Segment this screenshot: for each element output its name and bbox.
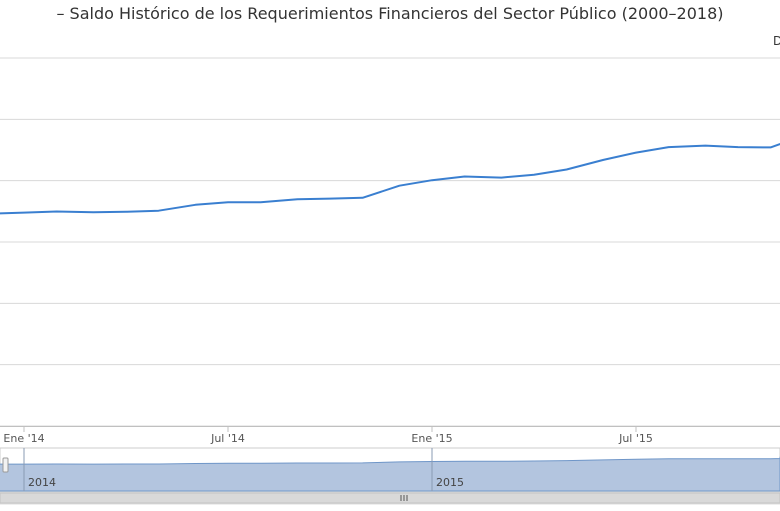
navigator-tick-label: 2015: [436, 476, 464, 489]
scrollbar: [0, 491, 780, 505]
export-menu-label[interactable]: D: [773, 34, 780, 48]
x-tick-label: Ene '15: [411, 432, 452, 445]
navigator-series-area: [0, 456, 780, 492]
navigator-tick-label: 2014: [28, 476, 56, 489]
x-tick-label: Jul '14: [210, 432, 245, 445]
chart-title: – Saldo Histórico de los Requerimientos …: [56, 4, 724, 23]
plot-area: [0, 96, 780, 215]
x-tick-label: Jul '15: [618, 432, 653, 445]
series-line[interactable]: [0, 96, 780, 215]
navigator-handle-left[interactable]: [2, 457, 9, 473]
x-tick-label: Ene '14: [3, 432, 44, 445]
gridlines: [0, 57, 780, 427]
range-navigator: 2014201520162017: [0, 447, 780, 492]
scrollbar-thumb[interactable]: [0, 492, 780, 504]
